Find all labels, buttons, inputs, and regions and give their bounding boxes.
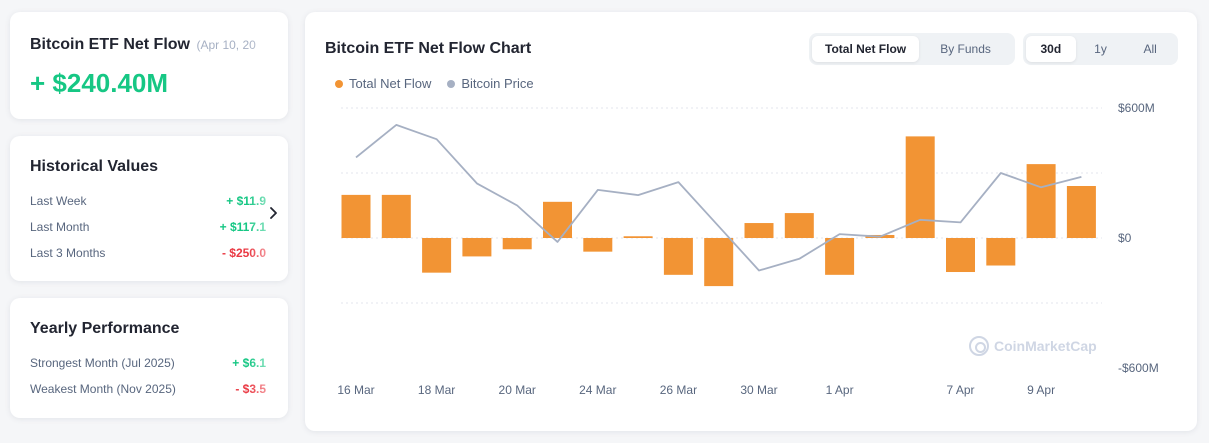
net-flow-value: + $240.40M xyxy=(30,68,169,98)
historical-row-value: - $250.0 xyxy=(221,246,266,260)
y-axis-tick-label: -$600M xyxy=(1118,361,1159,375)
net-flow-bar[interactable] xyxy=(341,194,371,238)
net-flow-bar[interactable] xyxy=(663,238,693,275)
net-flow-card: Bitcoin ETF Net Flow (Apr 10, 20 + $240.… xyxy=(10,12,288,119)
coinmarketcap-watermark: CoinMarketCap xyxy=(969,336,1097,356)
yearly-row-value: - $3.5 xyxy=(235,382,266,396)
net-flow-bar[interactable] xyxy=(422,238,452,273)
yearly-row-sub: (Jul 2025) xyxy=(121,356,175,370)
net-flow-bar[interactable] xyxy=(704,238,734,287)
y-axis-tick-label: $0 xyxy=(1118,231,1132,245)
coinmarketcap-logo-icon xyxy=(969,336,989,356)
net-flow-bar[interactable] xyxy=(905,136,935,238)
chevron-right-icon[interactable] xyxy=(264,205,282,225)
watermark-text: CoinMarketCap xyxy=(994,338,1097,354)
chart-card: $600M $0 -$600M 16 Mar 18 Mar 20 Mar 24 Mar 26 … xyxy=(305,12,1197,431)
tab-by-funds[interactable]: By Funds xyxy=(940,42,991,56)
net-flow-date: (Apr 10, 20 xyxy=(196,38,256,52)
x-axis-tick-label: 16 Mar xyxy=(337,383,374,397)
x-axis-tick-label: 26 Mar xyxy=(660,383,697,397)
chart-legend: Total Net Flow Bitcoin Price xyxy=(335,76,550,91)
x-axis-tick-label: 18 Mar xyxy=(418,383,455,397)
yearly-row-label: Strongest Month (Jul 2025) xyxy=(30,356,175,370)
chevron-right-icon-glyph xyxy=(270,207,277,219)
historical-row-last-3-months: Last 3 Months - $250.0 xyxy=(30,246,266,264)
chart-title: Bitcoin ETF Net Flow Chart xyxy=(325,40,532,57)
net-flow-bar[interactable] xyxy=(825,238,855,275)
net-flow-title: Bitcoin ETF Net Flow (Apr 10, 20 xyxy=(30,36,256,54)
net-flow-bar[interactable] xyxy=(583,238,613,252)
range-all[interactable]: All xyxy=(1143,42,1157,56)
net-flow-title-text: Bitcoin ETF Net Flow xyxy=(30,36,190,53)
range-1y[interactable]: 1y xyxy=(1094,42,1107,56)
y-axis-tick-label: $600M xyxy=(1118,101,1155,115)
historical-row-value: + $117.1 xyxy=(219,220,266,234)
legend-item-bitcoin-price[interactable]: Bitcoin Price xyxy=(447,76,534,91)
yearly-row-weakest: Weakest Month (Nov 2025) - $3.5 xyxy=(30,382,266,400)
x-axis-tick-label: 30 Mar xyxy=(740,383,777,397)
x-axis-tick-label: 24 Mar xyxy=(579,383,616,397)
x-axis-tick-label: 1 Apr xyxy=(826,383,854,397)
net-flow-bar[interactable] xyxy=(502,238,532,250)
net-flow-bar[interactable] xyxy=(784,213,814,238)
net-flow-bar[interactable] xyxy=(946,238,975,273)
range-toggle: 30d 1y All xyxy=(1023,33,1178,65)
yearly-performance-card: Yearly Performance Strongest Month (Jul … xyxy=(10,298,288,418)
x-axis-tick-label: 9 Apr xyxy=(1027,383,1055,397)
net-flow-bar[interactable] xyxy=(1066,186,1096,238)
net-flow-bar[interactable] xyxy=(986,238,1016,266)
yearly-row-strongest: Strongest Month (Jul 2025) + $6.1 xyxy=(30,356,266,374)
bitcoin-price-line xyxy=(355,124,1082,272)
net-flow-bar[interactable] xyxy=(623,236,653,238)
yearly-row-sub: (Nov 2025) xyxy=(116,382,176,396)
x-axis-tick-label: 7 Apr xyxy=(946,383,974,397)
tab-total-net-flow[interactable]: Total Net Flow xyxy=(812,36,920,62)
range-30d[interactable]: 30d xyxy=(1026,36,1076,62)
legend-label: Total Net Flow xyxy=(349,76,432,91)
net-flow-bar[interactable] xyxy=(744,223,774,238)
legend-dot-icon xyxy=(335,79,343,88)
legend-item-net-flow[interactable]: Total Net Flow xyxy=(335,76,431,91)
historical-values-card: Historical Values Last Week + $11.9 Last… xyxy=(10,136,288,281)
net-flow-chart: $600M $0 -$600M 16 Mar 18 Mar 20 Mar 24 Mar 26 … xyxy=(337,101,1159,397)
historical-row-last-month: Last Month + $117.1 xyxy=(30,220,266,238)
legend-label: Bitcoin Price xyxy=(461,76,534,91)
yearly-row-label-text: Strongest Month xyxy=(30,356,119,370)
x-axis-tick-label: 20 Mar xyxy=(499,383,536,397)
net-flow-bar[interactable] xyxy=(462,238,492,257)
yearly-row-value: + $6.1 xyxy=(232,356,266,370)
fade-overlay xyxy=(248,12,288,119)
view-toggle: Total Net Flow By Funds xyxy=(809,33,1015,65)
historical-values-heading: Historical Values xyxy=(30,158,159,175)
net-flow-bar[interactable] xyxy=(1026,164,1056,238)
yearly-row-label: Weakest Month (Nov 2025) xyxy=(30,382,176,396)
historical-row-label: Last Week xyxy=(30,194,87,208)
yearly-row-label-text: Weakest Month xyxy=(30,382,114,396)
historical-row-last-week: Last Week + $11.9 xyxy=(30,194,266,212)
yearly-performance-heading: Yearly Performance xyxy=(30,320,180,337)
historical-row-value: + $11.9 xyxy=(226,194,266,208)
net-flow-bar[interactable] xyxy=(381,194,411,238)
historical-row-label: Last 3 Months xyxy=(30,246,106,260)
historical-row-label: Last Month xyxy=(30,220,90,234)
legend-dot-icon xyxy=(447,79,456,88)
